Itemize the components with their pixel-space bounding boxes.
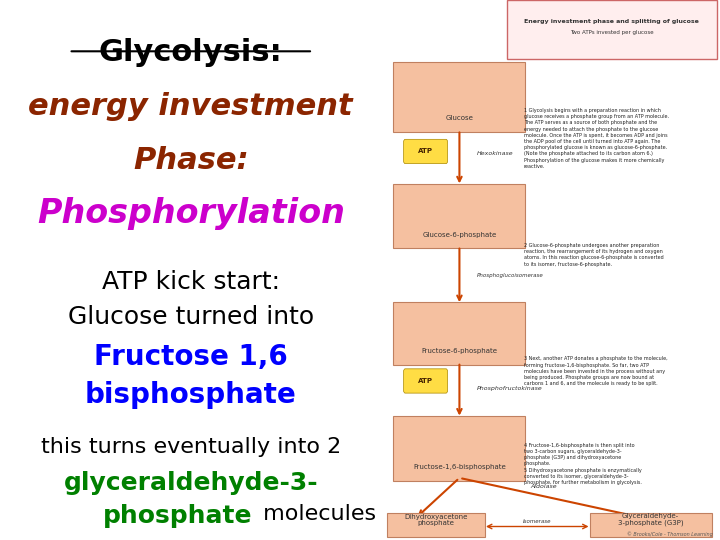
Text: Two ATPs invested per glucose: Two ATPs invested per glucose: [570, 30, 654, 35]
Text: Glyceraldehyde-
3-phosphate (G3P): Glyceraldehyde- 3-phosphate (G3P): [618, 513, 683, 526]
FancyBboxPatch shape: [393, 62, 526, 132]
Text: Fructose-1,6-bisphosphate: Fructose-1,6-bisphosphate: [413, 464, 506, 470]
Text: 1 Glycolysis begins with a preparation reaction in which
glucose receives a phos: 1 Glycolysis begins with a preparation r…: [523, 108, 669, 169]
Text: this turns eventually into 2: this turns eventually into 2: [40, 437, 341, 457]
Text: Phosphofructokinase: Phosphofructokinase: [477, 386, 542, 391]
Text: Glucose turned into: Glucose turned into: [68, 305, 314, 329]
Text: Aldolase: Aldolase: [531, 483, 557, 489]
Text: energy investment: energy investment: [29, 92, 353, 121]
FancyBboxPatch shape: [590, 513, 711, 537]
FancyBboxPatch shape: [393, 416, 526, 481]
FancyBboxPatch shape: [404, 369, 448, 393]
Text: Fructose 1,6: Fructose 1,6: [94, 343, 288, 371]
Text: Phosphorylation: Phosphorylation: [37, 197, 345, 230]
Text: Fructose-6-phosphate: Fructose-6-phosphate: [421, 348, 498, 354]
Text: ATP: ATP: [418, 377, 433, 384]
Text: 2 Glucose-6-phosphate undergoes another preparation
reaction, the rearrangement : 2 Glucose-6-phosphate undergoes another …: [523, 243, 663, 267]
Text: Phase:: Phase:: [133, 146, 248, 175]
Text: Hexokinase: Hexokinase: [477, 151, 513, 157]
Text: phosphate: phosphate: [103, 504, 253, 528]
FancyBboxPatch shape: [507, 0, 716, 59]
FancyBboxPatch shape: [393, 184, 526, 248]
Text: 3 Next, another ATP donates a phosphate to the molecule,
forming fructose-1,6-bi: 3 Next, another ATP donates a phosphate …: [523, 356, 667, 386]
Text: bisphosphate: bisphosphate: [85, 381, 297, 409]
Text: Glucose-6-phosphate: Glucose-6-phosphate: [423, 232, 497, 238]
Text: glyceraldehyde-3-: glyceraldehyde-3-: [63, 471, 318, 495]
Text: ATP kick start:: ATP kick start:: [102, 270, 280, 294]
Text: Isomerase: Isomerase: [523, 519, 552, 524]
FancyBboxPatch shape: [387, 513, 485, 537]
Text: Energy investment phase and splitting of glucose: Energy investment phase and splitting of…: [524, 19, 699, 24]
FancyBboxPatch shape: [393, 302, 526, 364]
Text: molecules: molecules: [256, 504, 376, 524]
Text: Glycolysis:: Glycolysis:: [99, 38, 283, 67]
Text: ATP: ATP: [418, 148, 433, 154]
Text: Glucose: Glucose: [446, 116, 473, 122]
Text: 4 Fructose-1,6-bisphosphate is then split into
two 3-carbon sugars, glyceraldehy: 4 Fructose-1,6-bisphosphate is then spli…: [523, 443, 642, 485]
FancyBboxPatch shape: [404, 139, 448, 164]
Text: Dihydroxyacetone
phosphate: Dihydroxyacetone phosphate: [404, 514, 467, 526]
Text: Phosphoglucoisomerase: Phosphoglucoisomerase: [477, 273, 543, 278]
Text: © Brooks/Cole - Thomson Learning: © Brooks/Cole - Thomson Learning: [628, 532, 714, 537]
